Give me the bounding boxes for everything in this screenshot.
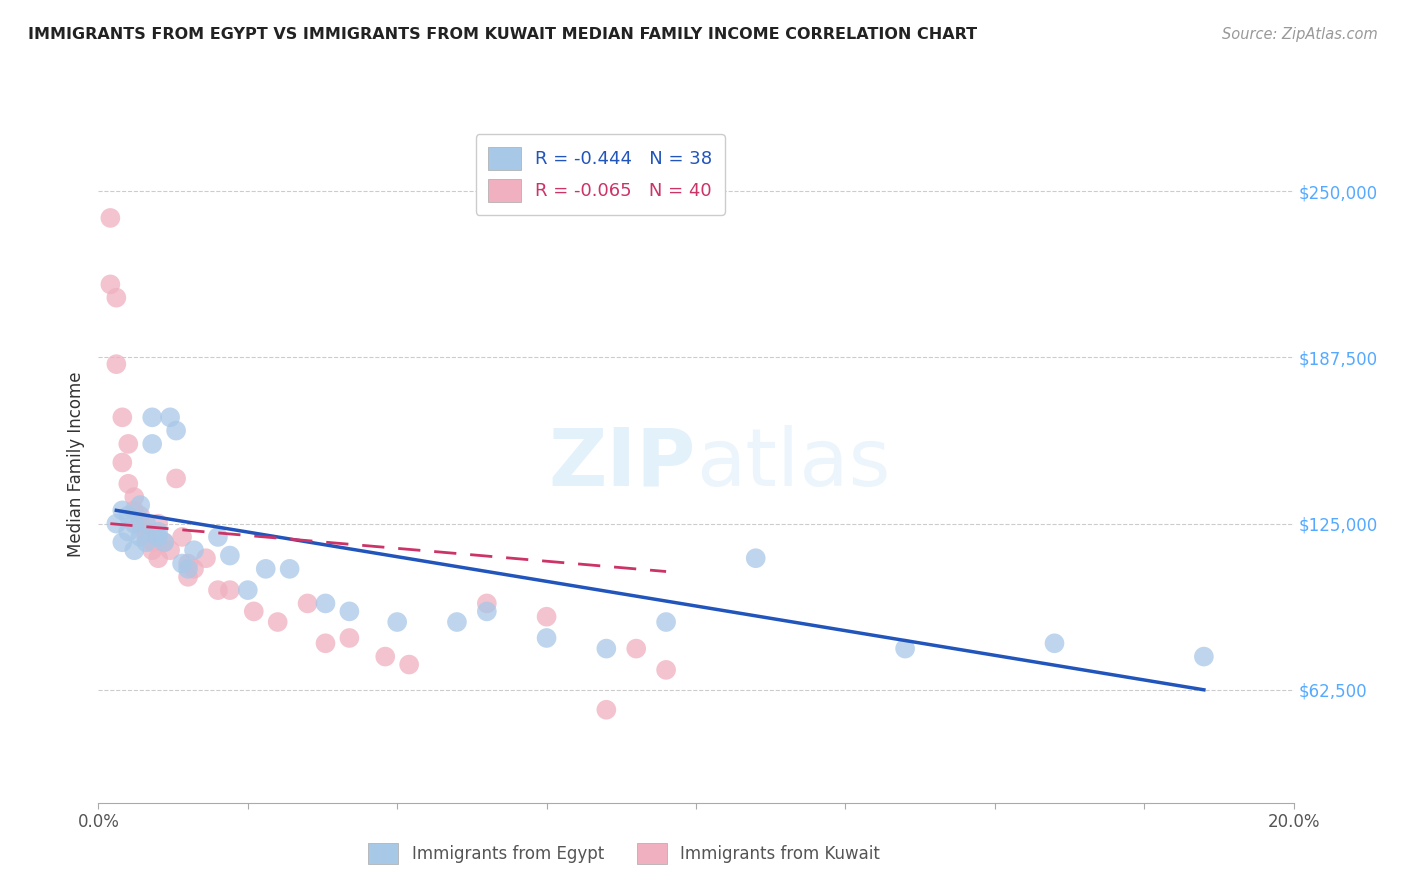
Point xyxy=(129,530,152,544)
Point xyxy=(172,530,194,544)
Point xyxy=(177,570,200,584)
Point xyxy=(536,609,558,624)
Point xyxy=(148,551,170,566)
Point xyxy=(124,543,146,558)
Point xyxy=(1043,636,1066,650)
Point xyxy=(219,583,242,598)
Point xyxy=(105,516,128,531)
Point xyxy=(536,631,558,645)
Point xyxy=(159,543,181,558)
Text: IMMIGRANTS FROM EGYPT VS IMMIGRANTS FROM KUWAIT MEDIAN FAMILY INCOME CORRELATION: IMMIGRANTS FROM EGYPT VS IMMIGRANTS FROM… xyxy=(28,27,977,42)
Point xyxy=(595,641,617,656)
Point xyxy=(297,596,319,610)
Point xyxy=(254,562,277,576)
Point xyxy=(655,663,678,677)
Point xyxy=(165,471,187,485)
Point xyxy=(105,357,128,371)
Point xyxy=(105,291,128,305)
Point xyxy=(183,562,205,576)
Text: atlas: atlas xyxy=(696,425,890,503)
Text: ZIP: ZIP xyxy=(548,425,696,503)
Point xyxy=(1192,649,1215,664)
Point xyxy=(236,583,259,598)
Point xyxy=(148,524,170,539)
Point xyxy=(339,631,360,645)
Point xyxy=(153,535,176,549)
Point xyxy=(374,649,396,664)
Point xyxy=(117,476,139,491)
Point xyxy=(111,503,134,517)
Point xyxy=(475,604,498,618)
Point xyxy=(243,604,266,618)
Point xyxy=(141,437,163,451)
Point xyxy=(129,508,152,523)
Point xyxy=(475,596,498,610)
Point xyxy=(124,516,146,531)
Point xyxy=(385,615,409,629)
Point xyxy=(117,437,139,451)
Point xyxy=(148,516,170,531)
Point xyxy=(339,604,360,618)
Point xyxy=(446,615,468,629)
Point xyxy=(207,583,229,598)
Point xyxy=(141,543,163,558)
Point xyxy=(153,535,176,549)
Point xyxy=(278,562,301,576)
Point xyxy=(159,410,181,425)
Point xyxy=(117,524,139,539)
Point xyxy=(267,615,290,629)
Point xyxy=(124,503,146,517)
Point xyxy=(117,508,139,523)
Point xyxy=(111,535,134,549)
Point xyxy=(135,524,157,539)
Point xyxy=(111,456,134,470)
Point xyxy=(655,615,678,629)
Point xyxy=(165,424,187,438)
Point xyxy=(172,557,194,571)
Point xyxy=(177,562,200,576)
Point xyxy=(315,636,337,650)
Point xyxy=(135,516,157,531)
Point xyxy=(207,530,229,544)
Point xyxy=(135,530,157,544)
Point xyxy=(124,490,146,504)
Point xyxy=(148,530,170,544)
Point xyxy=(315,596,337,610)
Point xyxy=(595,703,617,717)
Point xyxy=(894,641,917,656)
Legend: Immigrants from Egypt, Immigrants from Kuwait: Immigrants from Egypt, Immigrants from K… xyxy=(357,831,891,876)
Point xyxy=(141,410,163,425)
Point xyxy=(745,551,768,566)
Point xyxy=(219,549,242,563)
Text: Source: ZipAtlas.com: Source: ZipAtlas.com xyxy=(1222,27,1378,42)
Point xyxy=(626,641,648,656)
Y-axis label: Median Family Income: Median Family Income xyxy=(66,371,84,557)
Point xyxy=(129,498,152,512)
Point xyxy=(100,211,122,225)
Point xyxy=(111,410,134,425)
Point xyxy=(135,535,157,549)
Point xyxy=(183,543,205,558)
Point xyxy=(100,277,122,292)
Point xyxy=(141,535,163,549)
Point xyxy=(129,516,152,531)
Point xyxy=(195,551,218,566)
Point xyxy=(177,557,200,571)
Point xyxy=(398,657,420,672)
